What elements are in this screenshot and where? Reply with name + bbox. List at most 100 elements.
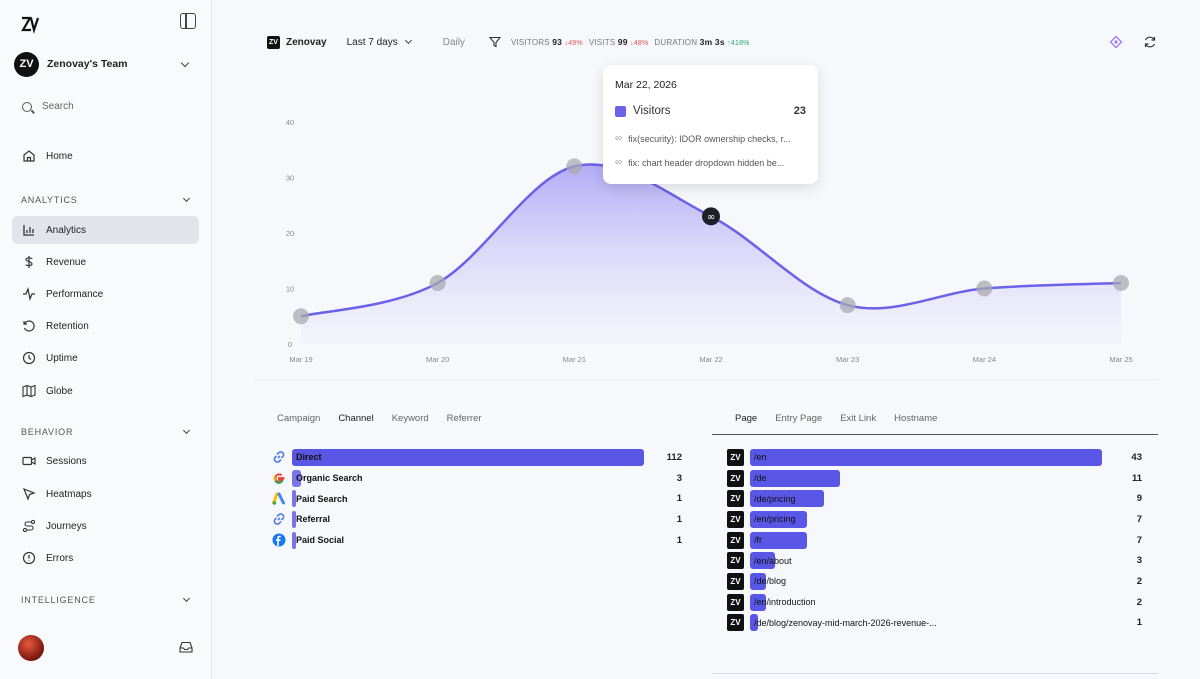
nav-analytics[interactable]: Analytics	[12, 216, 199, 244]
list-item[interactable]: ZV/de/blog 2	[712, 571, 1158, 592]
row-bar	[292, 469, 302, 487]
row-bar	[750, 448, 1102, 466]
list-item[interactable]: Direct 112	[267, 447, 700, 468]
user-avatar[interactable]	[18, 635, 44, 661]
data-point[interactable]	[976, 280, 993, 297]
list-item[interactable]: ZV/de/blog/zenovay-mid-march-2026-revenu…	[712, 613, 1158, 634]
list-item[interactable]: ZV/de/pricing 9	[712, 488, 1158, 509]
interval-select[interactable]: Daily	[442, 36, 465, 48]
data-point[interactable]	[293, 308, 309, 325]
sparkle-icon[interactable]	[1109, 35, 1123, 49]
team-switcher[interactable]: ZV Zenovay's Team	[14, 51, 196, 77]
nav-errors[interactable]: Errors	[12, 544, 199, 572]
tab-entry-page[interactable]: Entry Page	[775, 412, 823, 424]
row-value: 112	[666, 451, 682, 463]
row-label: /de/pricing	[754, 493, 796, 504]
list-item[interactable]: ZV/de 11	[712, 468, 1158, 489]
site-name[interactable]: Zenovay	[286, 36, 327, 48]
link-icon	[271, 512, 286, 527]
tooltip-commit[interactable]: ∞ fix(security): IDOR ownership checks, …	[615, 133, 806, 144]
row-bar	[750, 490, 824, 508]
list-item[interactable]: ZV/fr 7	[712, 530, 1158, 551]
nav-uptime[interactable]: Uptime	[12, 344, 199, 372]
bar-chart-icon	[22, 223, 36, 237]
duration-value: 3m 3s	[699, 37, 725, 47]
visits-stat[interactable]: VISITS 99 ↓48%	[589, 37, 649, 47]
visits-label: VISITS	[588, 38, 616, 47]
list-item[interactable]: Paid Search 1	[267, 488, 700, 509]
data-point[interactable]	[839, 297, 856, 314]
section-intelligence[interactable]: INTELLIGENCE	[21, 594, 193, 605]
link-icon	[271, 450, 286, 465]
x-tick-label: Mar 22	[699, 355, 722, 364]
refresh-icon[interactable]	[1143, 35, 1157, 49]
data-point[interactable]	[702, 207, 720, 226]
list-item[interactable]: ZV/en 43	[712, 447, 1158, 468]
nav-sessions[interactable]: Sessions	[12, 447, 199, 475]
duration-stat[interactable]: DURATION 3m 3s ↑418%	[654, 37, 749, 47]
nav-heatmaps[interactable]: Heatmaps	[12, 480, 199, 508]
chevron-down-icon	[180, 58, 190, 67]
tab-channel[interactable]: Channel	[338, 413, 374, 424]
date-range-select[interactable]: Last 7 days	[347, 37, 419, 48]
tooltip-date: Mar 22, 2026	[615, 79, 677, 91]
nav-home-label: Home	[46, 150, 73, 162]
nav-revenue[interactable]: Revenue	[12, 248, 199, 276]
nav-heatmaps-label: Heatmaps	[46, 488, 92, 500]
duration-label: DURATION	[654, 38, 698, 47]
sidebar-toggle-icon[interactable]	[180, 13, 196, 29]
nav-journeys[interactable]: Journeys	[12, 512, 199, 540]
tab-campaign[interactable]: Campaign	[277, 413, 321, 424]
page-favicon: ZV	[727, 593, 744, 611]
inbox-icon[interactable]	[179, 641, 193, 653]
nav-performance[interactable]: Performance	[12, 280, 199, 308]
row-label: /fr	[754, 535, 762, 546]
map-icon	[22, 384, 36, 398]
tooltip-swatch	[615, 105, 626, 117]
section-behavior[interactable]: BEHAVIOR	[21, 426, 193, 437]
data-point[interactable]	[1113, 274, 1129, 291]
y-tick-label: 40	[286, 118, 294, 127]
y-tick-label: 20	[286, 229, 294, 238]
activity-icon	[22, 287, 36, 301]
nav-home[interactable]: Home	[12, 142, 199, 170]
data-point[interactable]	[429, 274, 446, 291]
tab-page[interactable]: Page	[735, 412, 758, 424]
list-item[interactable]: ZV/en/about 3	[712, 550, 1158, 571]
cursor-icon	[22, 487, 36, 501]
data-point[interactable]	[566, 158, 583, 175]
page-favicon: ZV	[727, 510, 744, 528]
list-item[interactable]: Referral 1	[267, 509, 700, 530]
tab-hostname[interactable]: Hostname	[894, 412, 938, 424]
list-item[interactable]: Organic Search 3	[267, 468, 700, 489]
y-tick-label: 30	[286, 174, 294, 183]
visitors-stat[interactable]: VISITORS 93 ↓49%	[511, 37, 583, 47]
section-analytics[interactable]: ANALYTICS	[21, 194, 193, 205]
tooltip-commit-text: fix(security): IDOR ownership checks, r.…	[628, 133, 791, 144]
chart-tooltip: Mar 22, 2026 Visitors 23 ∞ fix(security)…	[603, 65, 818, 184]
list-item[interactable]: ZV/en/introduction 2	[712, 592, 1158, 613]
row-bar	[750, 614, 759, 632]
tooltip-commit[interactable]: ∞ fix: chart header dropdown hidden be..…	[615, 157, 806, 168]
tab-exit-link[interactable]: Exit Link	[840, 412, 877, 424]
visitors-label: VISITORS	[510, 38, 550, 47]
row-label: /en/about	[754, 555, 792, 566]
nav-retention[interactable]: Retention	[12, 312, 199, 340]
list-item[interactable]: Paid Social 1	[267, 530, 700, 551]
list-item[interactable]: ZV/en/pricing 7	[712, 509, 1158, 530]
tooltip-value: 23	[793, 105, 806, 117]
pages-panel: Page Entry Page Exit Link Hostname ZV/en…	[712, 402, 1158, 674]
home-icon	[22, 149, 36, 163]
tab-referrer[interactable]: Referrer	[446, 413, 482, 424]
route-icon	[22, 519, 36, 533]
filter-icon[interactable]	[488, 36, 501, 48]
page-favicon: ZV	[727, 552, 744, 570]
zenovay-logo[interactable]	[20, 14, 40, 34]
pages-list: ZV/en 43 ZV/de 11 ZV/de/pricing 9 ZV/en/pricin…	[712, 435, 1158, 633]
search-button[interactable]: Search	[22, 101, 74, 112]
tab-keyword[interactable]: Keyword	[391, 413, 429, 424]
visitors-value: 93	[552, 37, 563, 47]
row-value: 9	[1136, 493, 1142, 505]
visitors-chart[interactable]: 0 10 20 30 40 Mar 19 Mar 20 Mar 21 Mar 22 Mar 23…	[254, 60, 1159, 380]
nav-globe[interactable]: Globe	[12, 377, 199, 405]
